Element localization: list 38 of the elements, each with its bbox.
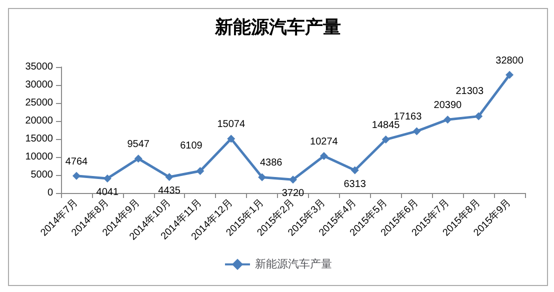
point xyxy=(506,70,514,79)
chart-title: 新能源汽车产量 xyxy=(214,17,341,37)
point xyxy=(165,173,174,182)
point xyxy=(227,134,236,143)
data-label: 4435 xyxy=(158,186,181,197)
data-label: 6109 xyxy=(180,140,203,152)
y-tick-label: 20000 xyxy=(25,116,54,126)
y-tick-label: 25000 xyxy=(25,98,54,108)
data-label: 9547 xyxy=(127,139,150,150)
y-tick-label: 15000 xyxy=(25,134,54,144)
data-label: 20390 xyxy=(434,100,462,112)
y-tick-label: 5000 xyxy=(30,170,54,180)
point xyxy=(320,152,328,160)
point xyxy=(350,166,359,174)
data-label: 3720 xyxy=(282,188,305,200)
point xyxy=(72,172,80,180)
data-label: 14845 xyxy=(372,120,400,132)
data-label: 4041 xyxy=(96,186,119,198)
point xyxy=(474,112,483,120)
data-label: 32800 xyxy=(496,55,524,66)
data-label: 10274 xyxy=(310,136,338,148)
y-tick-label: 30000 xyxy=(25,80,54,90)
point xyxy=(258,173,266,182)
point xyxy=(444,116,452,124)
data-label: 4386 xyxy=(260,158,283,169)
data-label: 6313 xyxy=(344,178,366,190)
y-tick-label: 10000 xyxy=(25,152,54,162)
y-tick-label: 35000 xyxy=(25,62,54,72)
data-label: 4764 xyxy=(65,156,88,168)
point xyxy=(134,154,142,163)
data-label: 15074 xyxy=(217,119,246,130)
point xyxy=(382,136,390,144)
point xyxy=(196,167,204,176)
point xyxy=(289,176,297,184)
data-label: 21303 xyxy=(456,86,484,97)
legend-label: 新能源汽车产量 xyxy=(255,257,332,270)
y-tick-label: 0 xyxy=(47,188,54,198)
point xyxy=(412,127,421,136)
